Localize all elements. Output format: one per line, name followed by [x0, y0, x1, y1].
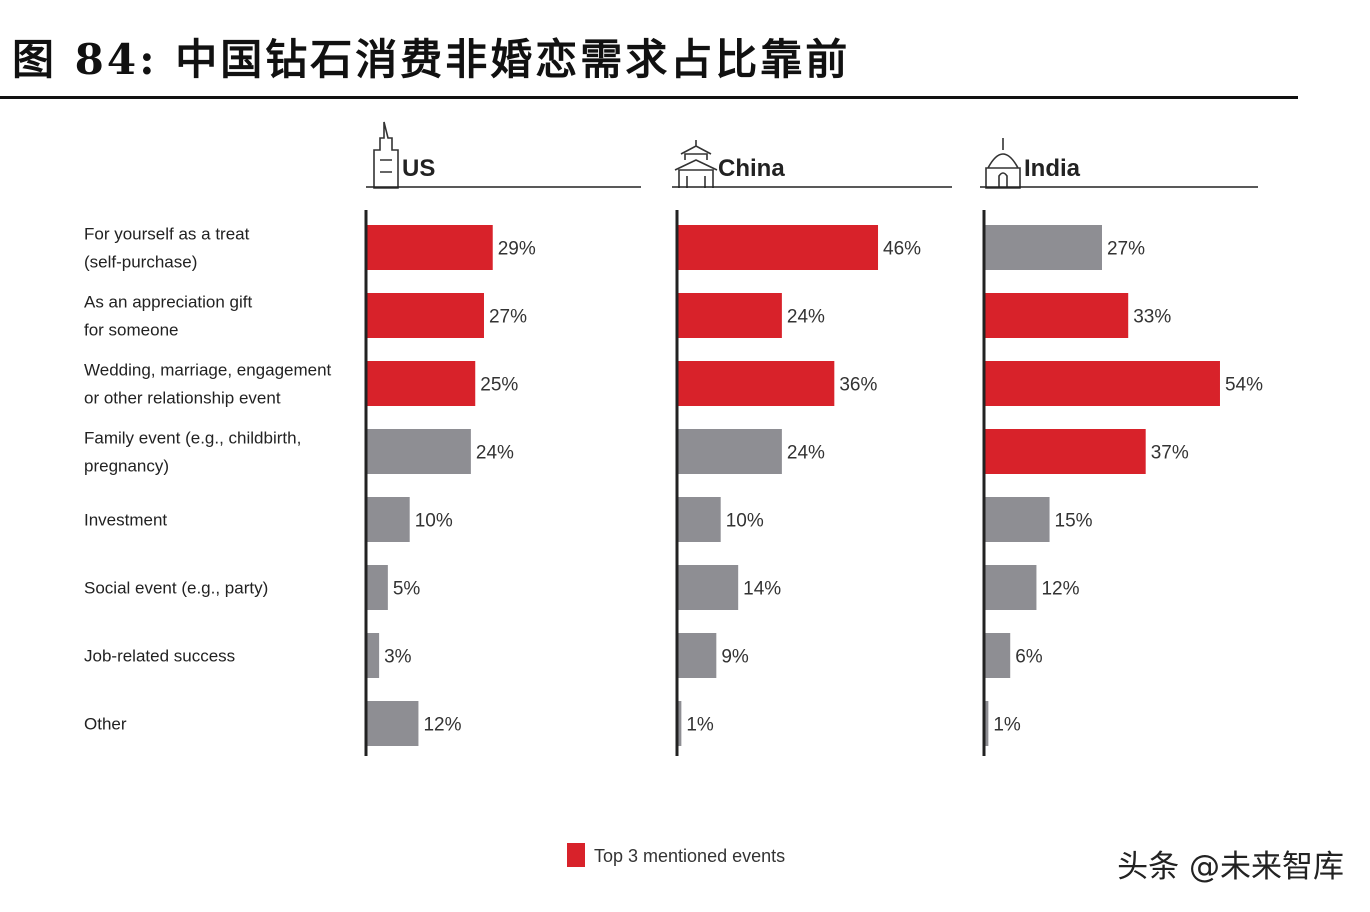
value-label-china-5: 10%	[726, 511, 764, 532]
category-label-3-line-1: Wedding, marriage, engagement	[84, 361, 332, 380]
category-label-1-line-2: (self-purchase)	[84, 253, 197, 272]
value-label-china-2: 24%	[787, 307, 825, 328]
bar-india-7	[984, 633, 1011, 678]
bar-us-2	[366, 293, 484, 338]
pagoda-icon-shape	[674, 140, 718, 188]
bar-india-1	[984, 225, 1102, 270]
value-label-china-7: 9%	[721, 647, 749, 668]
bar-us-1	[366, 225, 493, 270]
temple-icon-shape	[985, 138, 1021, 189]
category-label-5: Investment	[84, 511, 167, 530]
value-label-us-4: 24%	[476, 443, 514, 464]
bar-india-2	[984, 293, 1129, 338]
panel-title-india: India	[1024, 155, 1081, 182]
value-label-us-6: 5%	[393, 579, 421, 600]
title-rule	[0, 96, 1298, 99]
value-label-india-3: 54%	[1225, 375, 1263, 396]
skyscraper-icon-shape	[373, 121, 399, 189]
panel-title-china: China	[718, 155, 785, 182]
category-label-1-line-1: For yourself as a treat	[84, 225, 250, 244]
watermark: 头条 @未来智库	[1117, 849, 1344, 885]
bar-china-5	[677, 497, 721, 542]
value-label-china-1: 46%	[883, 239, 921, 260]
bar-china-2	[677, 293, 782, 338]
value-label-india-7: 6%	[1015, 647, 1043, 668]
bar-us-4	[366, 429, 471, 474]
value-label-us-5: 10%	[415, 511, 453, 532]
bar-india-4	[984, 429, 1146, 474]
figure-title: 图 84: 中国钻石消费非婚恋需求占比靠前	[12, 35, 851, 84]
value-label-india-8: 1%	[993, 715, 1021, 736]
value-label-us-3: 25%	[480, 375, 518, 396]
bar-china-7	[677, 633, 717, 678]
skyscraper-icon	[373, 121, 399, 189]
bar-india-8	[984, 701, 989, 746]
bar-us-5	[366, 497, 410, 542]
legend-label: Top 3 mentioned events	[594, 846, 785, 866]
value-label-china-8: 1%	[686, 715, 714, 736]
category-label-6: Social event (e.g., party)	[84, 579, 268, 598]
bar-china-4	[677, 429, 782, 474]
bar-us-8	[366, 701, 419, 746]
value-label-us-1: 29%	[498, 239, 536, 260]
category-label-2-line-1: As an appreciation gift	[84, 293, 252, 312]
category-label-4-line-2: pregnancy)	[84, 457, 169, 476]
bar-us-6	[366, 565, 388, 610]
bar-china-8	[677, 701, 682, 746]
category-label-8: Other	[84, 715, 127, 734]
bar-china-3	[677, 361, 835, 406]
value-label-india-1: 27%	[1107, 239, 1145, 260]
value-label-india-6: 12%	[1041, 579, 1079, 600]
panel-title-us: US	[402, 155, 435, 182]
temple-icon	[985, 138, 1021, 189]
value-label-us-8: 12%	[423, 715, 461, 736]
value-label-india-4: 37%	[1151, 443, 1189, 464]
bar-india-3	[984, 361, 1220, 406]
bar-china-6	[677, 565, 739, 610]
value-label-china-3: 36%	[839, 375, 877, 396]
value-label-us-2: 27%	[489, 307, 527, 328]
bar-china-1	[677, 225, 879, 270]
value-label-china-4: 24%	[787, 443, 825, 464]
value-label-us-7: 3%	[384, 647, 412, 668]
pagoda-icon	[674, 140, 718, 188]
category-label-7: Job-related success	[84, 647, 235, 666]
category-label-2-line-2: for someone	[84, 321, 179, 340]
bar-us-3	[366, 361, 476, 406]
value-label-india-2: 33%	[1133, 307, 1171, 328]
category-label-4-line-1: Family event (e.g., childbirth,	[84, 429, 301, 448]
legend-swatch	[567, 843, 585, 867]
bar-us-7	[366, 633, 380, 678]
bar-india-6	[984, 565, 1037, 610]
value-label-china-6: 14%	[743, 579, 781, 600]
value-label-india-5: 15%	[1055, 511, 1093, 532]
bar-india-5	[984, 497, 1050, 542]
category-label-3-line-2: or other relationship event	[84, 389, 281, 408]
